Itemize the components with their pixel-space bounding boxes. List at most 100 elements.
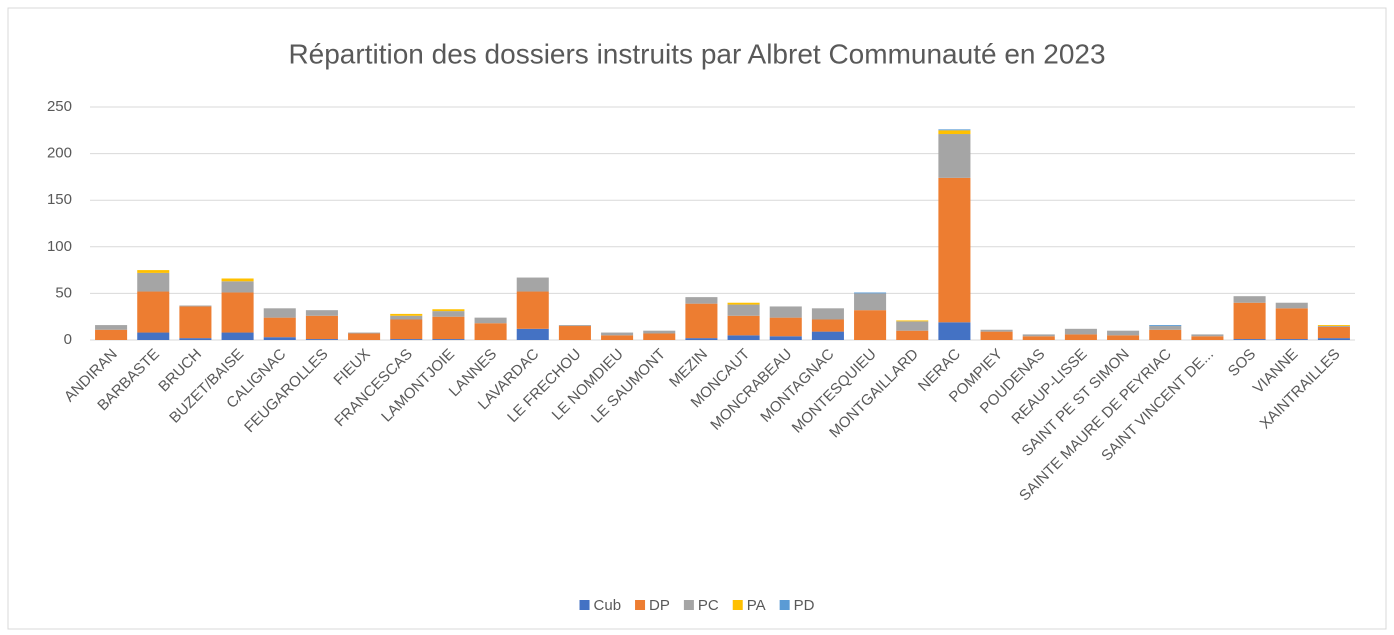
bar-segment	[938, 322, 971, 340]
bar-segment	[854, 310, 887, 340]
bar-segment	[305, 315, 338, 340]
y-tick-label: 0	[64, 331, 72, 348]
bar-segment	[1275, 339, 1308, 340]
y-tick-label: 200	[47, 145, 72, 162]
bar-segment	[1317, 325, 1350, 327]
bar-segment	[516, 291, 549, 329]
bar-segment	[432, 309, 465, 312]
bar-segment	[263, 337, 296, 340]
bar-segment	[727, 335, 760, 340]
legend-label: DP	[649, 597, 670, 614]
bar-segment	[263, 317, 296, 338]
y-tick-label: 250	[47, 98, 72, 115]
bar-segment	[137, 291, 170, 333]
legend-swatch	[779, 600, 790, 610]
bar-segment	[348, 332, 381, 334]
bar-segment	[769, 317, 802, 337]
bar-segment	[221, 292, 254, 333]
bar-segment	[390, 313, 423, 316]
bar-segment	[558, 325, 591, 327]
bar-segment	[938, 134, 971, 178]
bar-segment	[179, 306, 212, 339]
bar-segment	[1149, 325, 1182, 327]
legend-swatch	[732, 600, 743, 610]
bar-segment	[1191, 334, 1224, 337]
bar-segment	[1149, 326, 1182, 330]
bar-segment	[601, 335, 634, 340]
bar-segment	[1022, 336, 1055, 340]
bar-segment	[1107, 335, 1140, 340]
bar-segment	[811, 331, 844, 340]
bar-segment	[643, 330, 676, 334]
bar-segment	[1022, 334, 1055, 337]
legend-label: PD	[794, 597, 815, 614]
bar-segment	[221, 278, 254, 282]
bar-segment	[896, 330, 929, 340]
bar-segment	[474, 323, 507, 340]
bar-segment	[1317, 326, 1350, 327]
bar-segment	[95, 329, 128, 340]
y-tick-label: 150	[47, 191, 72, 208]
bar-segment	[854, 292, 887, 294]
bar-segment	[432, 311, 465, 317]
legend-swatch	[683, 600, 694, 610]
bar-segment	[516, 328, 549, 340]
bar-segment	[221, 332, 254, 340]
bar-segment	[1317, 338, 1350, 340]
bar-segment	[643, 333, 676, 340]
bar-segment	[1233, 302, 1266, 340]
bar-segment	[1275, 308, 1308, 340]
bar-segment	[727, 304, 760, 316]
bar-segment	[137, 332, 170, 340]
bar-segment	[1275, 302, 1308, 309]
bar-segment	[938, 129, 971, 131]
bar-segment	[1233, 339, 1266, 340]
bar-segment	[685, 303, 718, 339]
bar-segment	[685, 297, 718, 304]
bar-segment	[305, 339, 338, 340]
bar-segment	[727, 302, 760, 305]
bar-segment	[432, 339, 465, 340]
bar-segment	[432, 316, 465, 340]
legend-swatch	[579, 600, 590, 610]
bar-segment	[474, 317, 507, 324]
bar-segment	[938, 177, 971, 323]
bar-segment	[896, 321, 929, 331]
bar-segment	[348, 333, 381, 340]
bar-segment	[221, 281, 254, 293]
bar-segment	[896, 320, 929, 322]
bar-segment	[137, 270, 170, 273]
bar-segment	[516, 277, 549, 292]
bar-segment	[137, 272, 170, 292]
legend-swatch	[635, 600, 646, 610]
y-tick-label: 50	[55, 284, 72, 301]
bar-segment	[938, 130, 971, 135]
bar-segment	[305, 310, 338, 316]
bar-segment	[390, 315, 423, 320]
bar-segment	[1233, 296, 1266, 303]
y-tick-label: 100	[47, 238, 72, 255]
bar-segment	[601, 332, 634, 336]
bar-segment	[811, 308, 844, 320]
bar-segment	[980, 329, 1013, 332]
bar-segment	[1064, 328, 1097, 335]
bar-segment	[1191, 336, 1224, 340]
bar-segment	[1317, 326, 1350, 339]
bar-segment	[263, 308, 296, 318]
legend-label: Cub	[594, 597, 622, 614]
bar-segment	[980, 331, 1013, 340]
bar-segment	[1064, 334, 1097, 340]
bar-segment	[390, 339, 423, 340]
legend-label: PC	[698, 597, 719, 614]
bar-segment	[95, 325, 128, 330]
legend-label: PA	[747, 597, 766, 614]
bar-segment	[558, 326, 591, 340]
bar-segment	[1107, 330, 1140, 336]
bar-segment	[179, 305, 212, 307]
bar-segment	[179, 338, 212, 340]
bar-segment	[390, 319, 423, 340]
bar-segment	[727, 315, 760, 336]
bar-segment	[685, 338, 718, 340]
chart-title: Répartition des dossiers instruits par A…	[288, 38, 1105, 69]
